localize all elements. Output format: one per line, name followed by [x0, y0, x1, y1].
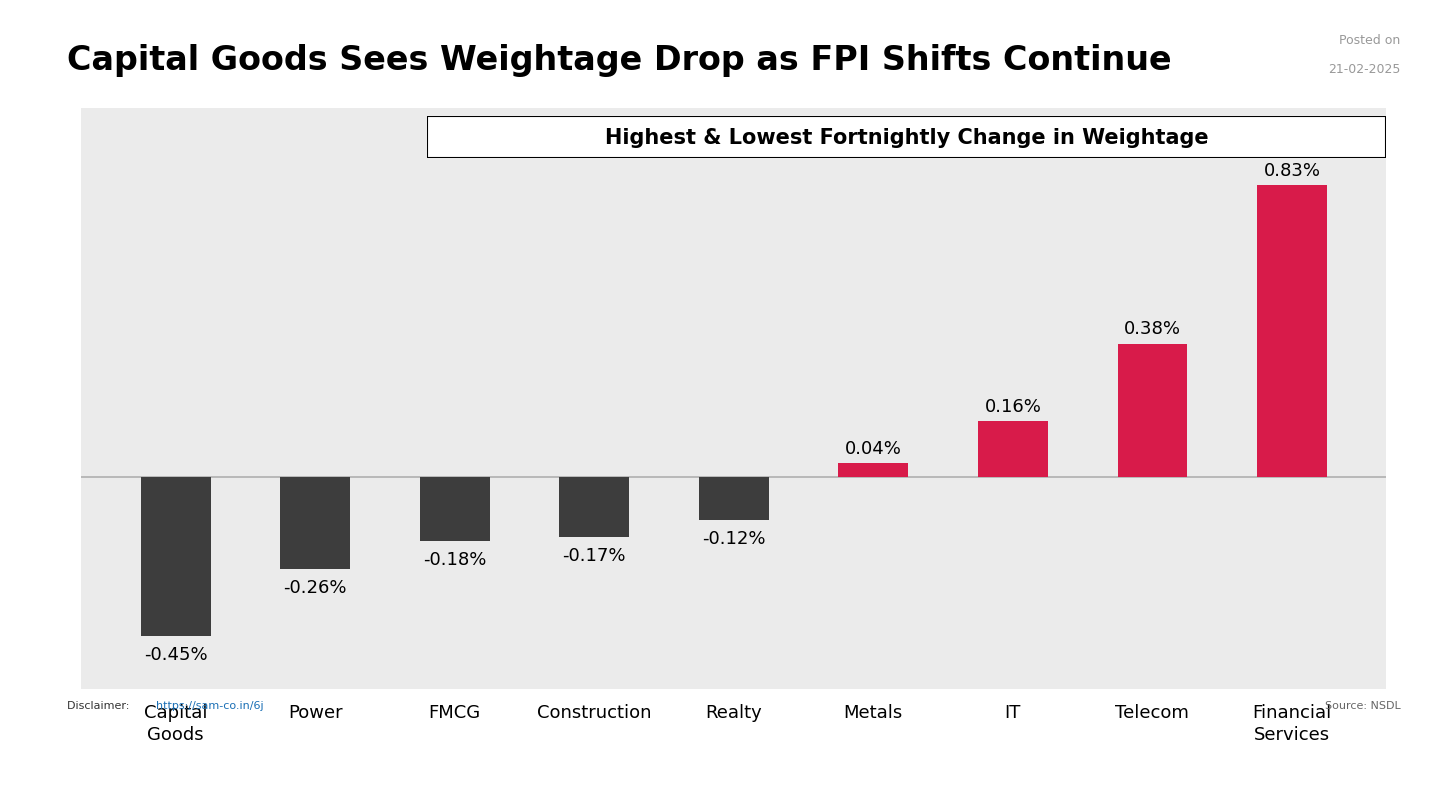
Text: 0.83%: 0.83%	[1263, 161, 1320, 180]
Bar	[420, 478, 490, 541]
Bar	[1117, 344, 1187, 478]
Text: Posted on: Posted on	[1339, 34, 1400, 47]
Text: -0.17%: -0.17%	[563, 547, 626, 565]
Bar	[977, 422, 1047, 478]
Text: Source: NSDL: Source: NSDL	[1325, 700, 1400, 710]
Text: -0.12%: -0.12%	[702, 529, 766, 547]
Bar	[1258, 185, 1326, 478]
Text: https://sam-co.in/6j: https://sam-co.in/6j	[156, 700, 263, 710]
Text: -0.18%: -0.18%	[423, 550, 486, 568]
Text: 0.38%: 0.38%	[1123, 320, 1180, 338]
Text: Disclaimer:: Disclaimer:	[67, 700, 133, 710]
Bar	[559, 478, 629, 538]
Text: -0.26%: -0.26%	[283, 578, 347, 596]
Text: Capital Goods Sees Weightage Drop as FPI Shifts Continue: Capital Goods Sees Weightage Drop as FPI…	[67, 44, 1172, 77]
Bar	[280, 478, 350, 569]
Text: 0.16%: 0.16%	[985, 397, 1042, 415]
Bar	[839, 464, 909, 478]
Text: Highest & Lowest Fortnightly Change in Weightage: Highest & Lowest Fortnightly Change in W…	[604, 128, 1209, 148]
Text: 21-02-2025: 21-02-2025	[1328, 63, 1400, 75]
Bar	[140, 478, 210, 636]
Text: -0.45%: -0.45%	[144, 645, 207, 663]
Text: 0.04%: 0.04%	[845, 439, 902, 458]
Text: ✓SAMCO: ✓SAMCO	[1243, 750, 1393, 780]
Bar	[699, 478, 769, 520]
Text: #SAMSHOTS: #SAMSHOTS	[43, 751, 252, 779]
